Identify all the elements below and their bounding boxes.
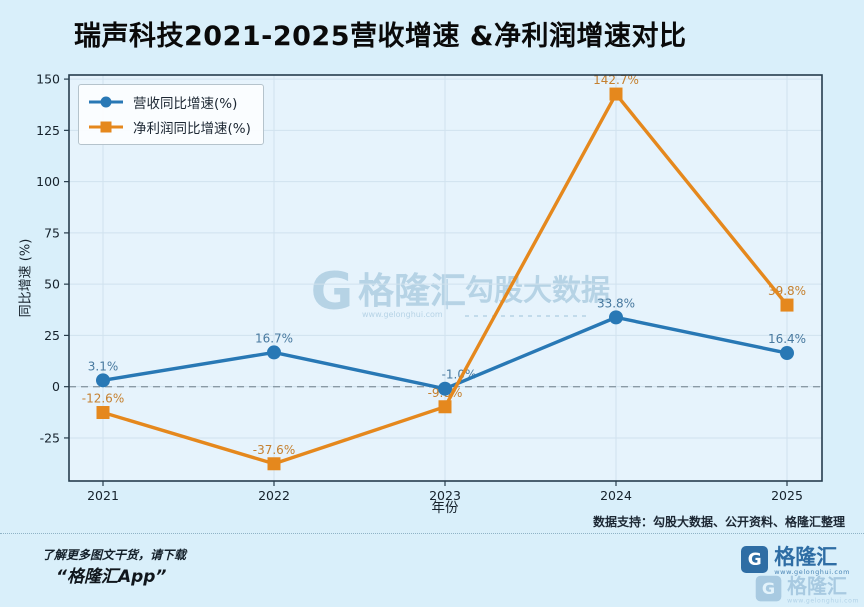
brand-name: 格隆汇: [787, 574, 848, 598]
data-source-note: 数据支持：勾股大数据、公开资料、格隆汇整理: [592, 515, 845, 529]
data-point: [96, 406, 110, 420]
watermark-g-icon: G: [311, 262, 354, 322]
watermark-brand: 格隆汇: [358, 271, 466, 312]
x-tick-label: 2025: [771, 488, 803, 503]
page-title: 瑞声科技2021-2025营收增速 &净利润增速对比: [74, 21, 687, 52]
legend-label-revenue: 营收同比增速(%): [133, 96, 238, 112]
brand-g-icon: G: [741, 546, 769, 573]
y-axis-title: 同比增速 (%): [18, 238, 34, 318]
value-label: 16.4%: [768, 332, 806, 346]
chart-legend: 营收同比增速(%) 净利润同比增速(%): [78, 84, 264, 145]
brand-g-icon: G: [755, 575, 782, 602]
value-label: -37.6%: [253, 443, 295, 457]
legend-item-profit: 净利润同比增速(%): [88, 117, 251, 137]
x-axis-title: 年份: [431, 500, 459, 516]
watermark-right-text: 勾股大数据: [465, 273, 610, 307]
x-tick-label: 2021: [87, 488, 119, 503]
value-label: 16.7%: [255, 331, 293, 345]
data-point: [96, 373, 110, 388]
value-label: 3.1%: [88, 359, 119, 373]
y-tick-label: 0: [52, 379, 60, 394]
brand-url: www.gelonghui.com: [774, 568, 850, 577]
value-label: 142.7%: [593, 73, 639, 87]
y-tick-label: 100: [36, 174, 60, 189]
brand-url: www.gelonghui.com: [787, 596, 860, 605]
legend-marker-profit-icon: [89, 121, 123, 133]
y-tick-label: 150: [36, 72, 60, 87]
watermark-divider: |: [442, 275, 452, 310]
footer-divider: [0, 533, 864, 534]
legend-marker-revenue-icon: [89, 96, 123, 108]
brand-name: 格隆汇: [774, 545, 838, 569]
legend-item-revenue: 营收同比增速(%): [88, 92, 251, 112]
data-point: [267, 345, 281, 360]
brand-logo: G 格隆汇 www.gelonghui.com: [741, 546, 850, 576]
footer-promo-text: 了解更多图文干货，请下载: [42, 548, 187, 562]
x-tick-label: 2023: [429, 488, 461, 503]
data-point: [609, 87, 623, 101]
data-point: [267, 457, 281, 471]
y-tick-label: 75: [44, 225, 60, 240]
brand-logo-watermark: G 格隆汇 www.gelonghui.com: [755, 574, 860, 605]
legend-label-profit: 净利润同比增速(%): [133, 121, 251, 137]
data-point: [438, 381, 452, 396]
value-label: -12.6%: [82, 392, 124, 406]
y-tick-label: 50: [44, 277, 60, 292]
data-point: [780, 346, 794, 361]
y-tick-label: -25: [40, 430, 60, 445]
data-point: [609, 310, 623, 325]
y-tick-label: 125: [36, 123, 60, 138]
x-tick-label: 2022: [258, 488, 290, 503]
data-point: [780, 298, 794, 312]
footer-app-name: “格隆汇App”: [56, 567, 167, 587]
x-tick-label: 2024: [600, 488, 632, 503]
y-tick-label: 25: [44, 328, 60, 343]
value-label: 33.8%: [597, 296, 635, 310]
watermark-url: www.gelonghui.com: [362, 310, 443, 319]
data-point: [438, 400, 452, 414]
